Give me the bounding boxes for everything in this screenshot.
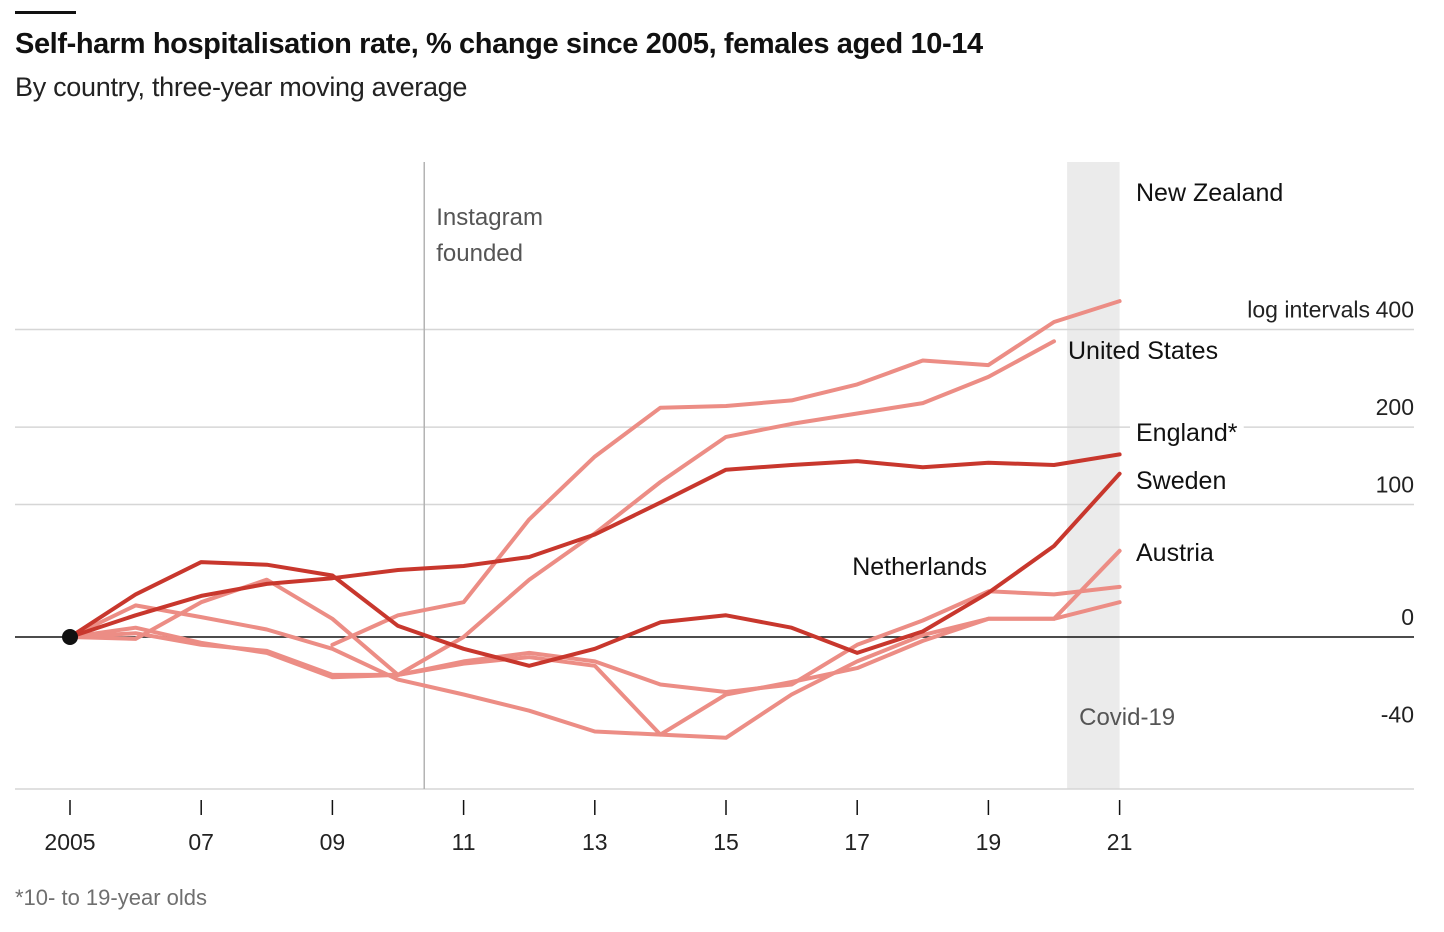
series-label-sweden: Sweden xyxy=(1136,467,1226,495)
series-line-sweden xyxy=(68,471,1122,668)
y-scale-note: log intervals xyxy=(1247,296,1370,322)
series-line-england xyxy=(68,452,1122,639)
x-tick-label: 15 xyxy=(713,829,739,855)
x-tick-label: 07 xyxy=(188,829,214,855)
y-tick-label: 100 xyxy=(1376,472,1414,498)
x-tick-label: 2005 xyxy=(44,829,95,855)
series-line-new-zealand xyxy=(68,584,1122,694)
y-tick-label: 0 xyxy=(1401,604,1414,630)
x-tick-label: 19 xyxy=(976,829,1002,855)
instagram-annotation-line-1: Instagram xyxy=(436,204,543,231)
x-tick-label: 11 xyxy=(452,829,476,855)
y-tick-label: 400 xyxy=(1376,296,1414,322)
series-label-united-states: United States xyxy=(1068,337,1218,365)
instagram-annotation-line-2: founded xyxy=(436,240,523,267)
series-label-england: England* xyxy=(1136,419,1238,447)
y-tick-label: 200 xyxy=(1376,394,1414,420)
y-tick-label: -40 xyxy=(1381,702,1414,728)
x-tick-label: 09 xyxy=(320,829,346,855)
covid-band xyxy=(1067,162,1120,789)
series-label-austria: Austria xyxy=(1136,539,1214,567)
series-line-new-zealand xyxy=(330,299,1122,647)
covid-annotation: Covid-19 xyxy=(1079,704,1175,731)
series-line-netherlands xyxy=(68,600,1122,737)
x-tick-label: 13 xyxy=(582,829,608,855)
x-tick-label: 21 xyxy=(1107,829,1133,855)
x-tick-label: 17 xyxy=(844,829,870,855)
label-halo xyxy=(1130,419,1244,447)
series-label-netherlands: Netherlands xyxy=(852,553,987,581)
chart-title: Self-harm hospitalisation rate, % change… xyxy=(15,28,983,60)
series-line-austria xyxy=(68,548,1122,740)
series-label-new-zealand: New Zealand xyxy=(1136,179,1283,207)
chart-subtitle: By country, three-year moving average xyxy=(15,72,468,102)
footnote: *10- to 19-year olds xyxy=(15,885,207,910)
origin-dot xyxy=(62,629,78,645)
top-rule xyxy=(15,11,76,14)
